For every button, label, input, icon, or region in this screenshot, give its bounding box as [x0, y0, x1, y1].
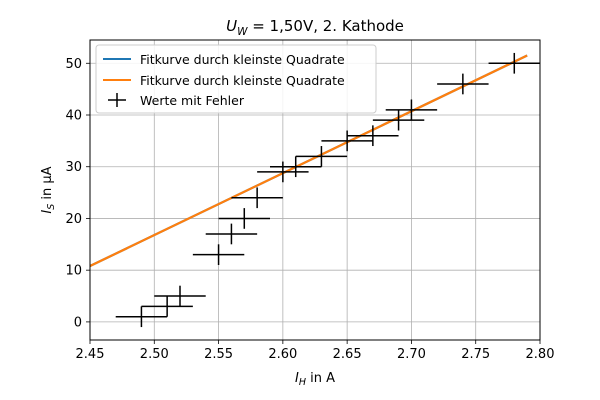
data-point-errorbar: [437, 73, 489, 95]
fit-line-series-2: [89, 54, 528, 268]
legend-label-errorbar: Werte mit Fehler: [140, 93, 245, 108]
y-axis-label-subscript: S: [46, 204, 57, 210]
data-point-errorbar: [488, 52, 540, 74]
data-point-errorbar: [321, 130, 373, 152]
data-point-errorbar: [231, 187, 283, 209]
y-axis-label-rest: in μA: [40, 166, 55, 203]
y-axis-label: IS in μA: [40, 166, 57, 213]
y-tick-label: 40: [65, 109, 82, 124]
legend-box: [95, 44, 377, 114]
title-rest: = 1,50V, 2. Kathode: [247, 17, 403, 35]
data-point-errorbar: [141, 296, 193, 317]
chart-title: UW = 1,50V, 2. Kathode: [226, 17, 404, 38]
x-tick-label: 2.65: [333, 347, 362, 362]
data-point-errorbar: [205, 223, 258, 245]
data-point-errorbar: [257, 161, 309, 183]
legend-label-fit-2: Fitkurve durch kleinste Quadrate: [140, 73, 345, 88]
x-tick-label: 2.45: [76, 347, 105, 362]
title-main: U: [226, 17, 237, 35]
x-tick-label: 2.75: [461, 347, 490, 362]
data-point-errorbar: [295, 146, 348, 167]
title-subscript: W: [237, 26, 248, 38]
data-point-errorbar: [115, 306, 168, 328]
y-tick-label: 50: [65, 57, 82, 72]
legend-swatch-errorbar: [108, 93, 126, 107]
data-point-errorbar: [270, 156, 322, 178]
x-tick-label: 2.80: [526, 347, 555, 362]
x-tick-label: 2.60: [268, 347, 297, 362]
x-tick-label: 2.70: [397, 347, 426, 362]
fit-lines: [89, 54, 528, 268]
legend: Fitkurve durch kleinste Quadrate Fitkurv…: [95, 44, 377, 114]
data-point-errorbar: [347, 125, 399, 147]
y-tick-label: 0: [74, 315, 82, 330]
y-tick-label: 20: [65, 212, 82, 227]
data-point-errorbar: [372, 109, 425, 131]
x-axis-label: IH in A: [295, 371, 335, 388]
legend-label-fit-1: Fitkurve durch kleinste Quadrate: [140, 52, 345, 67]
y-tick-label: 30: [65, 160, 82, 175]
data-point-errorbar: [385, 99, 438, 121]
data-point-errorbar: [154, 285, 206, 307]
x-tick-label: 2.50: [140, 347, 169, 362]
data-point-errorbar: [218, 208, 270, 229]
y-axis-label-main: I: [40, 210, 55, 214]
x-tick-label: 2.55: [204, 347, 233, 362]
error-bars: [115, 52, 540, 328]
plot-frame: [89, 39, 541, 341]
x-axis-label-subscript: H: [299, 377, 306, 388]
x-axis-label-rest: in A: [306, 371, 335, 386]
x-axis-label-main: I: [295, 371, 299, 386]
axis-ticks: 2.45 2.50 2.55 2.60 2.65 2.70 2.75 2.80 0 10 20 30 4…: [65, 57, 554, 362]
y-tick-label: 10: [65, 264, 82, 279]
data-point-errorbar: [192, 244, 245, 265]
